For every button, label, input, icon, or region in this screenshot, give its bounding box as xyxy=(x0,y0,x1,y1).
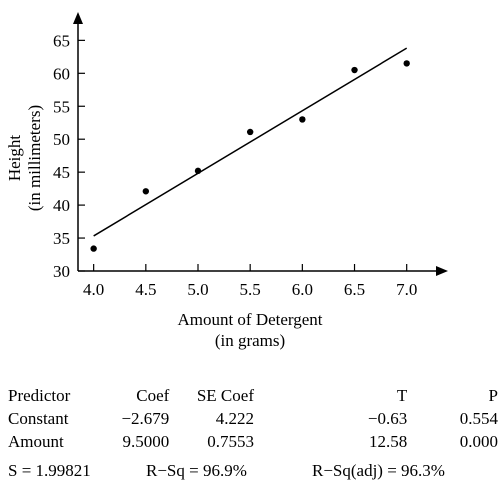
x-axis-arrow xyxy=(436,266,448,276)
x-tick-label: 7.0 xyxy=(396,280,417,299)
fit-statistics: S = 1.99821 R−Sq = 96.9% R−Sq(adj) = 96.3% xyxy=(8,461,498,481)
y-tick-label: 55 xyxy=(53,97,70,116)
stat-rsq-adj: R−Sq(adj) = 96.3% xyxy=(312,461,445,480)
y-tick-label: 60 xyxy=(53,64,70,83)
cell-p: 0.000 xyxy=(459,432,498,451)
x-axis-label-units: (in grams) xyxy=(215,331,285,350)
header-t: T xyxy=(396,386,408,405)
y-tick-label: 30 xyxy=(53,262,70,281)
x-tick-label: 6.5 xyxy=(344,280,365,299)
header-predictor: Predictor xyxy=(8,386,71,405)
x-tick-label: 4.5 xyxy=(135,280,156,299)
cell-se-coef: 0.7553 xyxy=(207,432,254,451)
y-axis-label: Height xyxy=(5,135,24,182)
cell-p: 0.554 xyxy=(459,409,498,428)
x-tick-label: 5.5 xyxy=(240,280,261,299)
y-tick-label: 35 xyxy=(53,229,70,248)
table-header-row: Predictor Coef SE Coef T P xyxy=(8,384,498,407)
cell-se-coef: 4.222 xyxy=(215,409,254,428)
data-point xyxy=(90,245,97,252)
table-row: Amount 9.5000 0.7553 12.58 0.000 xyxy=(8,430,498,453)
x-tick-label: 5.0 xyxy=(187,280,208,299)
data-point xyxy=(351,66,358,74)
stat-s: S = 1.99821 xyxy=(8,461,91,480)
y-tick-label: 65 xyxy=(53,31,70,50)
stat-rsq: R−Sq = 96.9% xyxy=(146,461,247,480)
x-axis-label: Amount of Detergent xyxy=(177,310,322,329)
ticks: 4.0 4.5 5.0 5.5 6.0 6.5 7.0 30 35 40 45 50 55 60 65 xyxy=(53,31,417,299)
cell-t: −0.63 xyxy=(367,409,408,428)
regression-line xyxy=(93,47,408,237)
table-row: Constant −2.679 4.222 −0.63 0.554 xyxy=(8,407,498,430)
y-axis-label-units: (in millimeters) xyxy=(25,105,44,211)
regression-line-group xyxy=(93,47,408,237)
data-point xyxy=(403,60,410,67)
x-tick-label: 4.0 xyxy=(83,280,104,299)
header-p: P xyxy=(488,386,498,405)
cell-coef: 9.5000 xyxy=(122,432,170,451)
data-point xyxy=(299,116,306,123)
regression-table: Predictor Coef SE Coef T P Constant −2.6… xyxy=(8,384,498,453)
data-point xyxy=(142,188,150,195)
data-point xyxy=(246,128,254,136)
data-point xyxy=(194,167,202,175)
x-tick-label: 6.0 xyxy=(292,280,313,299)
scatter-chart: 4.0 4.5 5.0 5.5 6.0 6.5 7.0 30 35 40 45 50 55 60 65 Am… xyxy=(5,12,448,350)
cell-t: 12.58 xyxy=(368,432,408,451)
cell-coef: −2.679 xyxy=(121,409,170,428)
y-tick-label: 50 xyxy=(53,130,70,149)
cell-predictor: Amount xyxy=(8,432,64,451)
data-points xyxy=(90,60,410,252)
header-se-coef: SE Coef xyxy=(196,386,254,405)
y-tick-label: 40 xyxy=(53,196,70,215)
header-coef: Coef xyxy=(136,386,170,405)
axes xyxy=(73,12,448,276)
y-tick-label: 45 xyxy=(53,163,70,182)
cell-predictor: Constant xyxy=(8,409,69,428)
y-axis-arrow xyxy=(73,12,83,24)
